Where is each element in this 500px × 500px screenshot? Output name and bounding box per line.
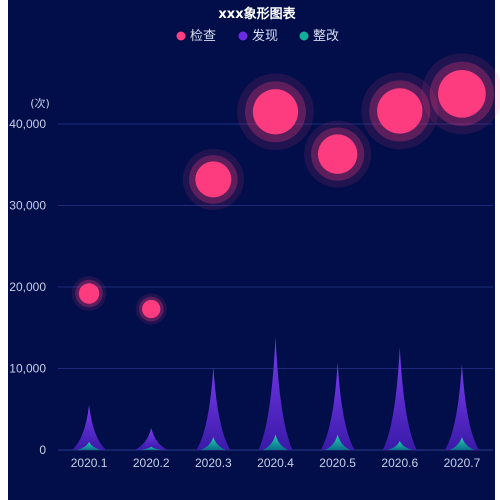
- bubble-mark[interactable]: [71, 276, 107, 311]
- bubble-mark[interactable]: [182, 148, 244, 211]
- bubble-mark[interactable]: [361, 72, 439, 150]
- spike-mark[interactable]: [382, 347, 417, 450]
- spike-mark[interactable]: [134, 427, 169, 450]
- legend-item-fix[interactable]: 整改: [299, 29, 340, 44]
- y-axis: 0 10,000 20,000 30,000 40,000: [9, 117, 46, 457]
- bubble-core: [78, 283, 100, 304]
- x-tick-label: 2020.3: [195, 456, 232, 470]
- bubble-core: [317, 134, 358, 174]
- legend-marker-fix: [299, 31, 309, 41]
- x-tick-label: 2020.1: [71, 456, 108, 470]
- spike-mark[interactable]: [324, 434, 351, 450]
- bubble-core: [252, 89, 299, 135]
- bubble-core: [142, 299, 161, 319]
- bubble-mark[interactable]: [421, 53, 500, 135]
- y-tick-label: 30,000: [9, 199, 46, 213]
- spike-mark[interactable]: [444, 363, 479, 450]
- legend-item-find[interactable]: 发现: [238, 28, 279, 44]
- x-tick-label: 2020.6: [381, 456, 418, 470]
- x-tick-label: 2020.7: [444, 456, 481, 470]
- bubble-mark[interactable]: [237, 73, 314, 151]
- bubble-mark[interactable]: [304, 120, 372, 188]
- chart-title: xxx象形图表: [218, 6, 296, 22]
- legend-marker-find: [238, 31, 248, 41]
- spike-mark[interactable]: [258, 336, 293, 450]
- x-tick-label: 2020.4: [257, 456, 294, 470]
- spike-mark[interactable]: [76, 441, 103, 450]
- spike-mark[interactable]: [196, 366, 231, 450]
- legend-label-find: 发现: [252, 28, 278, 44]
- spike-mark[interactable]: [72, 405, 107, 450]
- x-axis: 2020.1 2020.2 2020.3 2020.4 2020.5 2020.6 2020…: [71, 456, 481, 470]
- y-tick-label: 40,000: [9, 117, 46, 131]
- spike-series: [72, 336, 479, 450]
- y-axis-unit: (次): [30, 96, 50, 110]
- spike-mark[interactable]: [448, 436, 475, 450]
- spike-mark[interactable]: [262, 434, 289, 450]
- y-tick-label: 10,000: [9, 362, 46, 376]
- bubble-core: [377, 88, 423, 134]
- bubble-core: [195, 161, 232, 198]
- x-tick-label: 2020.5: [319, 456, 356, 470]
- spike-mark[interactable]: [386, 441, 413, 450]
- bubble-core: [438, 70, 486, 118]
- legend: 检查 发现 整改: [176, 28, 340, 44]
- spike-mark[interactable]: [200, 436, 227, 450]
- y-tick-label: 0: [39, 443, 46, 457]
- y-tick-label: 20,000: [9, 280, 46, 294]
- legend-marker-inspect: [176, 31, 186, 41]
- legend-label-inspect: 检查: [190, 29, 216, 44]
- x-tick-label: 2020.2: [133, 456, 170, 470]
- bubble-series: [71, 53, 500, 325]
- legend-item-inspect[interactable]: 检查: [176, 29, 217, 44]
- spike-mark[interactable]: [138, 446, 165, 450]
- bubble-mark[interactable]: [135, 293, 167, 325]
- legend-label-fix: 整改: [313, 29, 339, 44]
- spike-mark[interactable]: [320, 362, 355, 450]
